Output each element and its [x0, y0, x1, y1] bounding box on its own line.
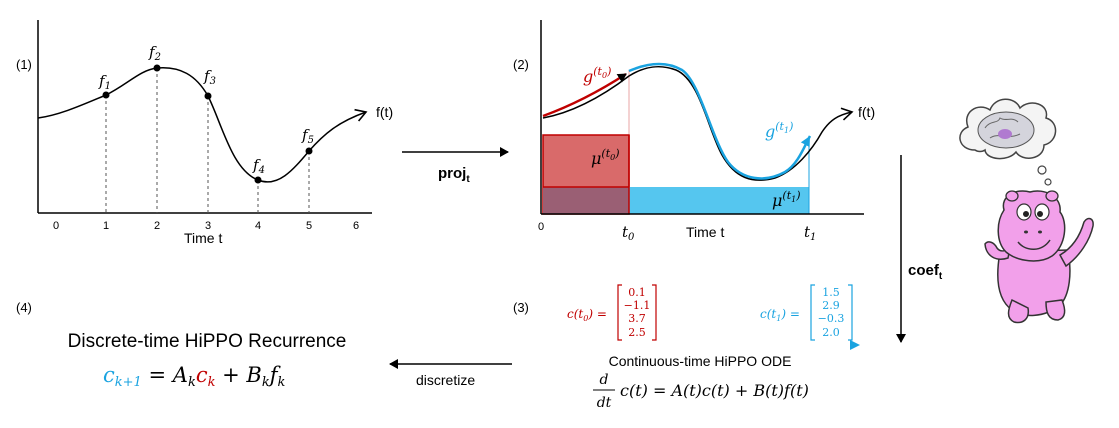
proj-arrow: projt	[402, 147, 509, 185]
recurrence-equation: ck+1 = Akck + Bkfk	[103, 363, 286, 390]
coef-arrow: coeft	[896, 155, 943, 343]
ode-rest: c(t) = A(t)c(t) + B(t)f(t)	[620, 381, 809, 400]
panel-1-sample-dots	[102, 64, 313, 184]
g-t1-label: g(t1)	[765, 120, 793, 141]
recurrence-title: Discrete-time HiPPO Recurrence	[68, 331, 347, 352]
panel-1-function-label: f(t)	[376, 104, 393, 120]
sample-label-f3: f3	[203, 67, 216, 87]
panel-2-x-axis-label: Time t	[686, 224, 724, 240]
panel-1-sample-guides	[105, 68, 310, 213]
panel-1: (1) f1 f2 f3 f4 f5 f(t) 0	[16, 20, 393, 246]
c-t0-label: c(t0) =	[567, 307, 607, 323]
sample-label-f4: f4	[252, 156, 265, 176]
mu-overlap-region	[543, 187, 629, 214]
coef-label: coeft	[908, 262, 943, 282]
svg-text:6: 6	[353, 220, 359, 232]
panel-4-label: (4)	[16, 300, 32, 315]
sample-label-f5: f5	[301, 126, 314, 146]
panel-2-function-label: f(t)	[858, 104, 875, 120]
panel-1-function-curve	[37, 66, 368, 183]
ode-dt: dt	[597, 395, 612, 411]
panel-1-tick-labels: 0 1 2 3 4 5 6	[53, 220, 359, 232]
panel-2-label: (2)	[513, 57, 529, 72]
sample-label-f2: f2	[148, 43, 161, 63]
g-t0-label: g(t0)	[583, 65, 611, 86]
panel-2-tick-zero: 0	[538, 221, 544, 233]
g-t0-curve	[542, 72, 627, 118]
ode-title: Continuous-time HiPPO ODE	[609, 353, 792, 369]
panel-2-function-curve	[542, 65, 854, 181]
mu-t1-label: μ(t1)	[772, 189, 801, 210]
panel-3-label: (3)	[513, 300, 529, 315]
hippo-mascot-icon	[959, 98, 1094, 324]
panel-1-x-axis-label: Time t	[184, 230, 222, 246]
t0-tick-label: t0	[622, 223, 635, 243]
ode-equation: d dt c(t) = A(t)c(t) + B(t)f(t)	[593, 372, 809, 411]
panel-3: (3) c(t0) = 0.1 −1.1 3.7 2.5 c(t1) = 1.5…	[513, 284, 860, 411]
svg-text:1: 1	[103, 220, 109, 232]
svg-text:0: 0	[53, 220, 59, 232]
discretize-arrow: discretize	[389, 359, 512, 388]
c-t0-value: 2.5	[628, 326, 646, 339]
discretize-label: discretize	[416, 372, 475, 388]
c-t1-label: c(t1) =	[760, 307, 800, 323]
c-t1-value: 2.0	[822, 326, 840, 339]
ode-d: d	[600, 372, 609, 388]
c-t1-value: 2.9	[822, 299, 840, 312]
svg-text:4: 4	[255, 220, 261, 232]
g-t1-curve	[628, 62, 812, 180]
t1-tick-label: t1	[804, 223, 816, 243]
sample-label-f1: f1	[98, 72, 111, 92]
svg-text:2: 2	[154, 220, 160, 232]
svg-text:3: 3	[205, 220, 211, 232]
c-t1-value: 1.5	[822, 286, 840, 299]
c-t0-value: −1.1	[624, 299, 651, 312]
c-t1-value: −0.3	[818, 312, 845, 325]
panel-4: (4) Discrete-time HiPPO Recurrence ck+1 …	[16, 300, 346, 390]
mu-t0-label: μ(t0)	[591, 147, 620, 168]
panel-2: (2) g(t0) g(t1) μ(t0) μ(t1) f(t) 0 t0 t1…	[513, 20, 875, 243]
c-t0-vector: c(t0) = 0.1 −1.1 3.7 2.5	[567, 284, 657, 341]
panel-1-label: (1)	[16, 57, 32, 72]
c-t0-value: 0.1	[628, 286, 646, 299]
c-t1-vector: c(t1) = 1.5 2.9 −0.3 2.0	[760, 284, 853, 341]
svg-text:5: 5	[306, 220, 312, 232]
c-t0-value: 3.7	[628, 312, 646, 325]
proj-label: projt	[438, 165, 470, 185]
